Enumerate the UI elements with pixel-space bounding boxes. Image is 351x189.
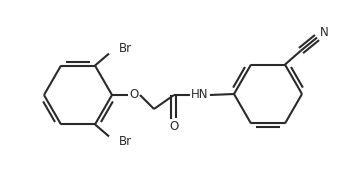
Text: N: N: [320, 26, 329, 39]
Text: Br: Br: [119, 135, 132, 148]
Text: O: O: [170, 121, 179, 133]
Text: HN: HN: [191, 88, 209, 101]
Text: Br: Br: [119, 42, 132, 55]
Text: O: O: [130, 88, 139, 101]
